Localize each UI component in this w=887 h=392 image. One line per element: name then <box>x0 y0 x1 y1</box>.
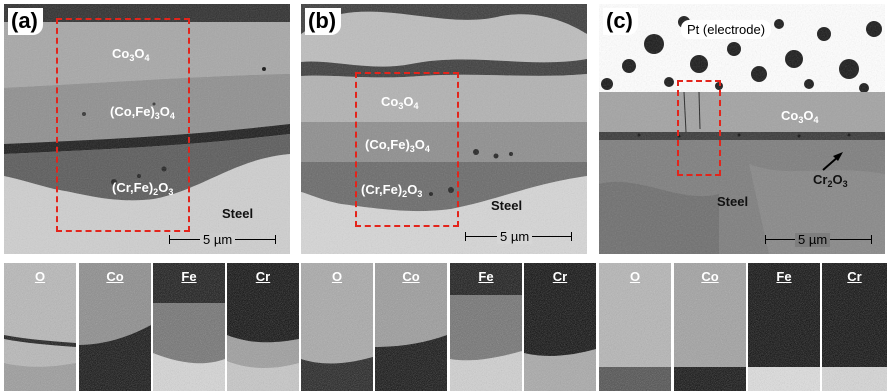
element-map-a-co: Co <box>79 263 151 391</box>
layer-label-cr2o3: Cr2O3 <box>813 172 848 189</box>
steel-label: Steel <box>717 194 749 209</box>
scale-bar-tick-right <box>571 232 572 241</box>
map-label: Fe <box>181 269 197 284</box>
element-map-c-fe: Fe <box>748 263 820 391</box>
steel-label: Steel <box>491 198 523 213</box>
element-map-c-co: Co <box>674 263 746 391</box>
scale-bar-label: 5 µm <box>200 233 236 247</box>
layer-label-cofe3o4: (Co,Fe)3O4 <box>365 137 430 154</box>
map-label: O <box>331 269 343 284</box>
sem-image-a <box>4 4 290 254</box>
element-map-b-o: O <box>301 263 373 391</box>
element-map-a-fe: Fe <box>153 263 225 391</box>
highlight-box <box>56 18 190 232</box>
highlight-box <box>355 72 459 227</box>
highlight-box <box>677 80 721 176</box>
element-map-b-cr: Cr <box>524 263 596 391</box>
map-label: Co <box>106 269 124 284</box>
layer-label-crfe2o3: (Cr,Fe)2O3 <box>361 182 423 199</box>
map-label: Fe <box>478 269 494 284</box>
layer-label-cofe3o4: (Co,Fe)3O4 <box>110 104 175 121</box>
sem-image-c <box>599 4 885 254</box>
element-map-a-o: O <box>4 263 76 391</box>
element-map-b-co: Co <box>375 263 447 391</box>
sem-panel-a: (a) Co3O4 (Co,Fe)3O4 (Cr,Fe)2O3 Steel 5 … <box>4 4 290 254</box>
map-label: O <box>629 269 641 284</box>
layer-label-co3o4: Co3O4 <box>112 46 150 63</box>
element-map-c-cr: Cr <box>822 263 887 391</box>
panel-label: (a) <box>8 8 43 35</box>
sem-image-b <box>301 4 587 254</box>
element-map-a-cr: Cr <box>227 263 299 391</box>
sem-panel-b: (b) Co3O4 (Co,Fe)3O4 (Cr,Fe)2O3 Steel 5 … <box>301 4 587 254</box>
map-label: O <box>34 269 46 284</box>
map-label: Cr <box>847 269 862 284</box>
map-label: Co <box>402 269 420 284</box>
element-map-c-o: O <box>599 263 671 391</box>
cr2o3-arrow <box>822 152 843 171</box>
layer-label-co3o4: Co3O4 <box>381 94 419 111</box>
layer-label-co3o4: Co3O4 <box>781 108 819 125</box>
map-label: Cr <box>255 269 271 284</box>
sem-panel-c: (c) Pt (electrode) Co3O4 Cr2O3 Steel 5 µ… <box>599 4 885 254</box>
panel-label: (b) <box>305 8 342 35</box>
element-map-b-fe: Fe <box>450 263 522 391</box>
scale-bar-label: 5 µm <box>795 233 831 247</box>
scale-bar-label: 5 µm <box>497 230 533 244</box>
scale-bar-tick-right <box>275 235 276 244</box>
panel-label: (c) <box>603 8 638 35</box>
map-label: Cr <box>552 269 568 284</box>
scale-bar-tick-right <box>871 235 872 244</box>
layer-label-crfe2o3: (Cr,Fe)2O3 <box>112 180 174 197</box>
steel-label: Steel <box>222 206 254 221</box>
electrode-label: Pt (electrode) <box>681 20 772 39</box>
map-label: Co <box>701 269 719 284</box>
map-label: Fe <box>776 269 792 284</box>
